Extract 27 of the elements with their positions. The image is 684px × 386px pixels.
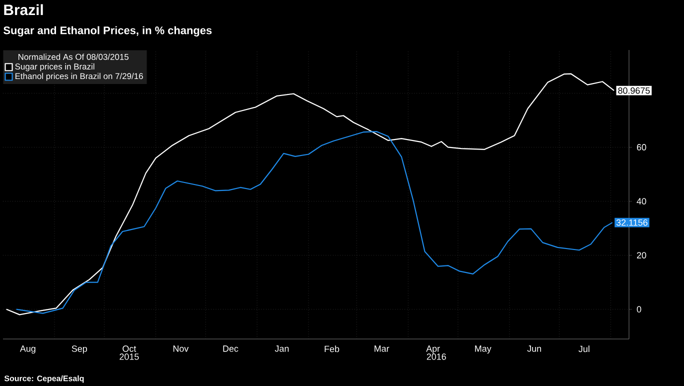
x-tick-label: Jul <box>578 346 590 352</box>
y-tick-label: 40 <box>636 198 646 204</box>
y-tick-label: 60 <box>636 144 646 150</box>
x-tick-label: Nov <box>173 346 189 352</box>
y-tick-label: 0 <box>636 306 642 312</box>
x-tick-label: Sep <box>72 346 87 354</box>
data-label: 80.9675 <box>618 87 650 94</box>
x-tick-label: Apr <box>426 346 440 354</box>
x2-tick-label: 2016 <box>426 354 446 360</box>
data-label: 32.1156 <box>616 219 648 226</box>
legend-title: Normalized As Of 08/03/2015 <box>18 54 129 60</box>
x2-tick-label: 2015 <box>120 354 139 360</box>
x-tick-label: Jun <box>527 346 542 352</box>
legend-label: Ethanol prices in Brazil on 7/29/16 <box>15 72 143 81</box>
x-tick-label: Dec <box>223 346 238 352</box>
x-tick-label: Feb <box>324 346 340 352</box>
line-series <box>16 131 613 314</box>
line-series <box>6 73 615 316</box>
x-tick-label: Aug <box>20 346 36 354</box>
x-tick-label: May <box>475 346 492 354</box>
x-tick-label: Oct <box>122 346 136 352</box>
y-tick-label: 20 <box>636 252 646 258</box>
legend-label: Sugar prices in Brazil <box>15 63 94 72</box>
chart-subtitle: Sugar and Ethanol Prices, in % changes <box>4 26 212 36</box>
x-tick-label: Mar <box>374 346 390 352</box>
x-tick-label: Jan <box>274 346 289 352</box>
chart-title: Brazil <box>4 4 43 16</box>
